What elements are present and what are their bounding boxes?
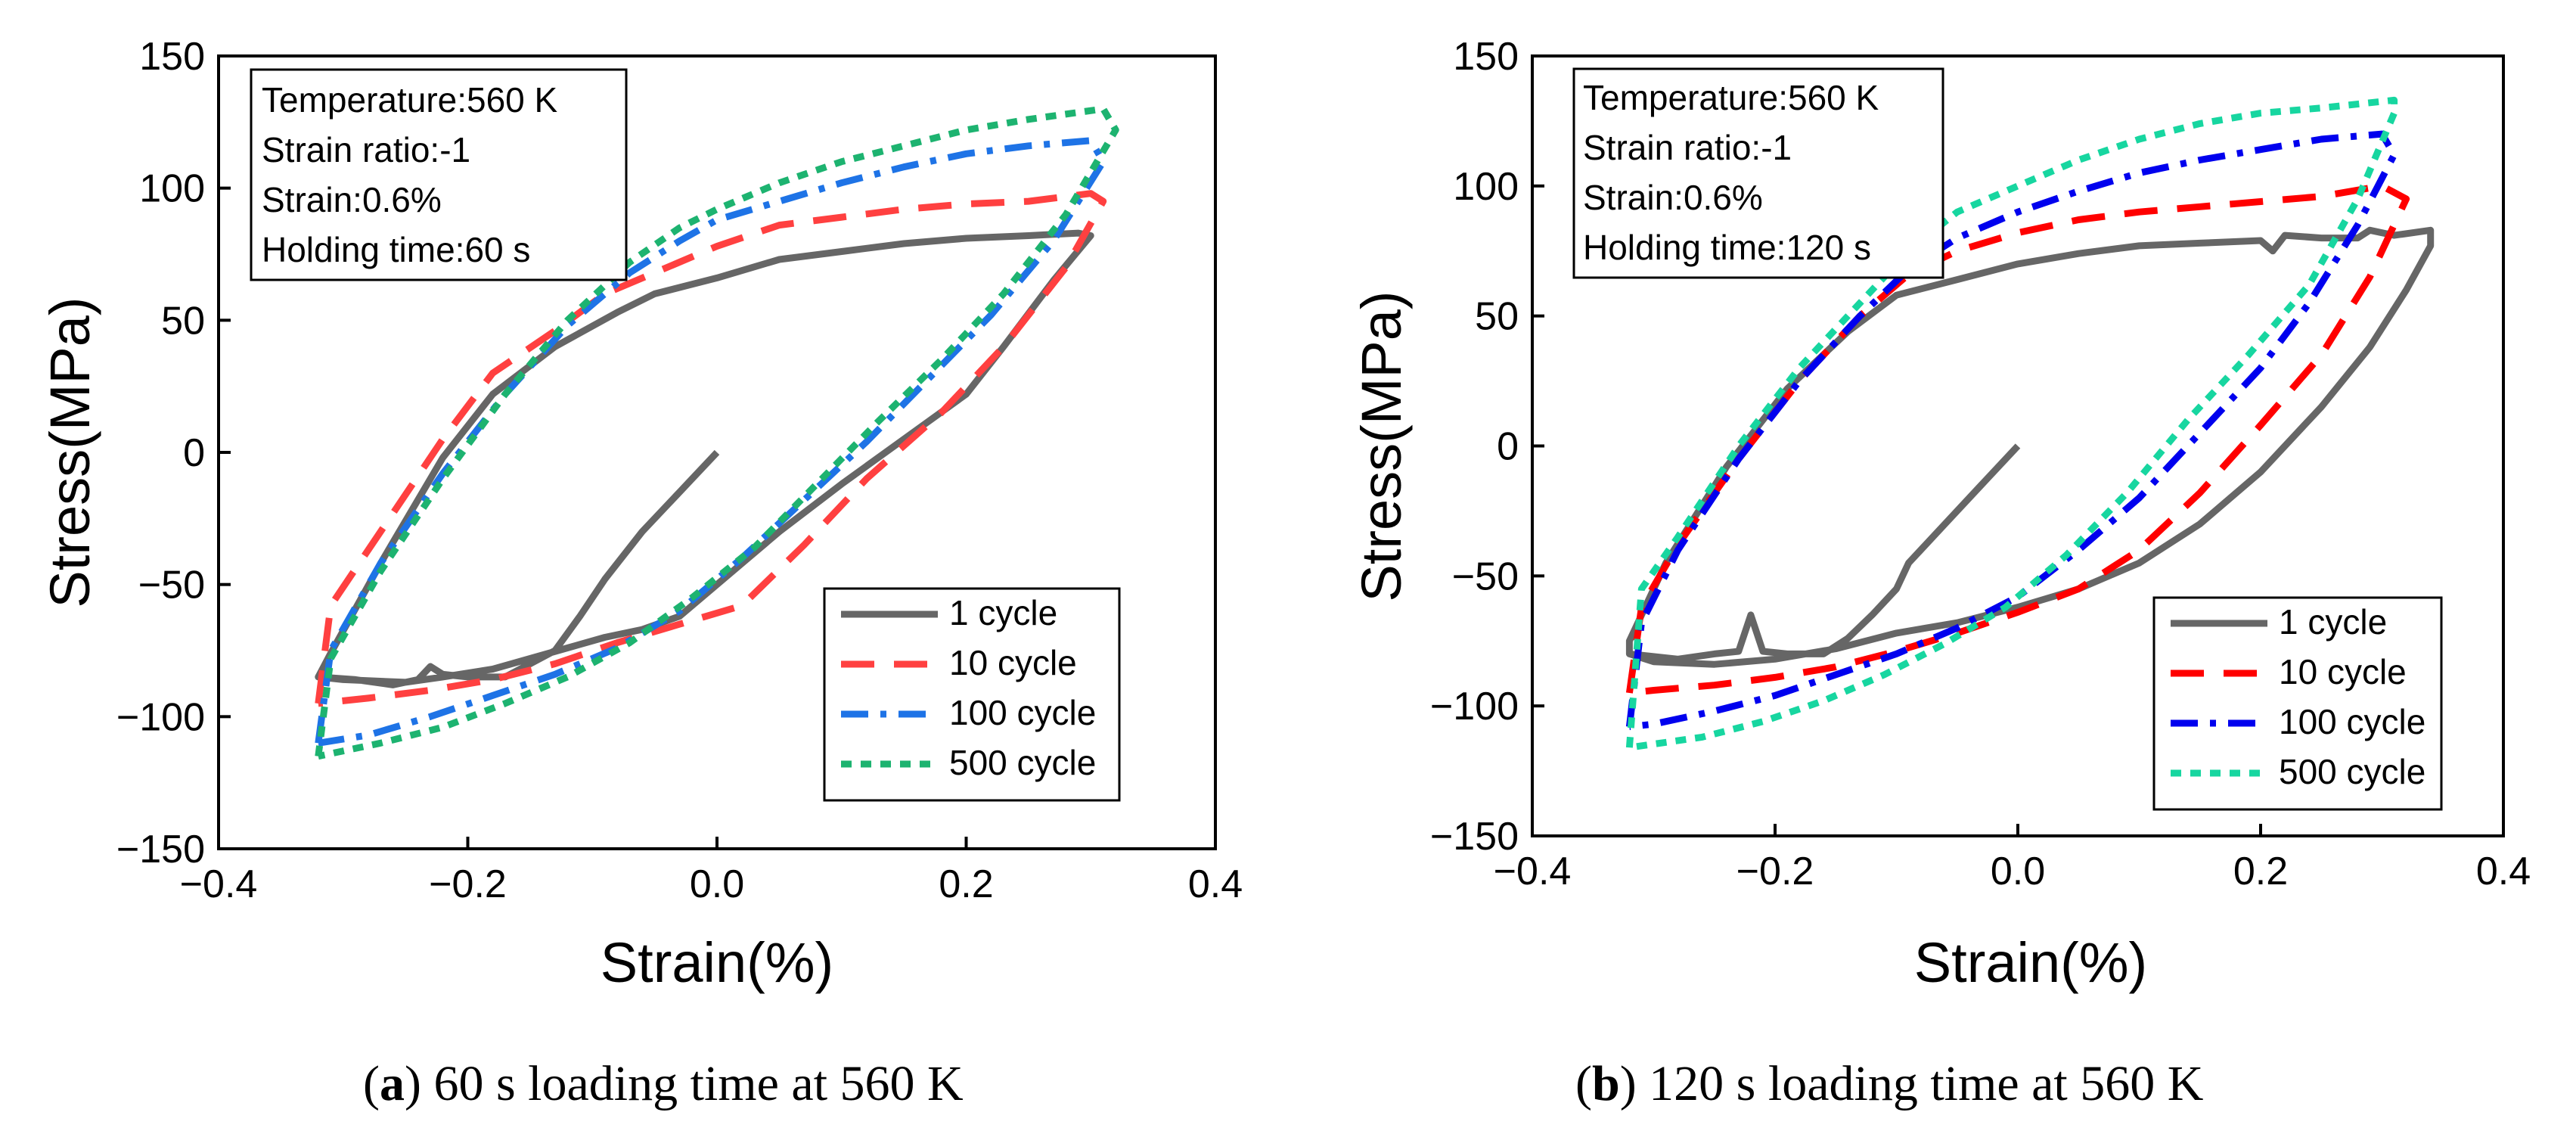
y-tick-label: 100	[139, 167, 205, 211]
chart-series-group	[315, 105, 1119, 760]
legend-frame	[2152, 596, 2443, 811]
y-axis-title: Stress(MPa)	[39, 297, 101, 607]
series-line-1-cycle	[315, 229, 1094, 688]
caption-label: b	[1591, 1056, 1620, 1111]
legend-label: 10 cycle	[2279, 652, 2407, 691]
y-tick-label: 150	[1453, 35, 1519, 79]
x-tick-label: 0.4	[2476, 850, 2531, 893]
y-tick-label: 50	[1475, 295, 1519, 339]
y-tick-label: −50	[138, 564, 205, 607]
x-tick-label: 0.0	[690, 862, 744, 906]
caption-text: ) 60 s loading time at 560 K	[404, 1056, 964, 1111]
x-tick-label: −0.2	[1736, 850, 1814, 893]
chart-panel-b: −0.4 −0.2 0.0 0.2 0.4 −150 −100 −50 0 50 100 150 St…	[1350, 35, 2531, 994]
x-tick-label: 0.0	[1991, 850, 2045, 893]
annotation-temperature: Temperature:560 K	[1583, 78, 1879, 117]
y-tick-label: 100	[1453, 165, 1519, 209]
annotation-holding-time: Holding time:60 s	[262, 230, 530, 269]
legend-label: 1 cycle	[2279, 602, 2387, 642]
x-axis-title: Strain(%)	[1914, 931, 2147, 994]
x-tick-label: −0.4	[1494, 850, 1572, 893]
annotation-strain: Strain:0.6%	[1583, 178, 1763, 217]
legend-label: 1 cycle	[949, 593, 1057, 632]
legend-label: 10 cycle	[949, 643, 1077, 682]
series-line-1-cycle	[1625, 226, 2435, 668]
chart-series-group	[1625, 96, 2435, 751]
annotation-temperature: Temperature:560 K	[262, 80, 558, 120]
x-axis-title: Strain(%)	[601, 931, 833, 994]
series-line-10-cycle	[315, 190, 1107, 707]
legend-frame	[823, 587, 1121, 802]
annotation-strain-ratio: Strain ratio:-1	[262, 130, 470, 169]
axis-ticks: −0.4 −0.2 0.0 0.2 0.4 −150 −100 −50 0 50 100 150	[1430, 35, 2531, 893]
annotation-strain-ratio: Strain ratio:-1	[1583, 128, 1792, 167]
y-tick-label: −50	[1452, 555, 1519, 598]
series-line-100-cycle	[1625, 130, 2398, 731]
annotation-holding-time: Holding time:120 s	[1583, 228, 1871, 267]
caption-b: (b) 120 s loading time at 560 K	[1575, 1056, 2204, 1111]
y-tick-label: −100	[116, 695, 205, 739]
series-line-500-cycle	[1625, 96, 2398, 751]
y-tick-label: −100	[1430, 685, 1519, 728]
x-tick-label: 0.4	[1188, 862, 1243, 906]
legend-label: 100 cycle	[949, 693, 1096, 732]
legend: 1 cycle 10 cycle 100 cycle 500 cycle	[823, 587, 1121, 802]
caption-text: ) 120 s loading time at 560 K	[1619, 1056, 2204, 1111]
annotation-frame	[250, 68, 628, 281]
y-tick-label: 150	[139, 35, 205, 79]
annotation-box: Temperature:560 K Strain ratio:-1 Strain…	[1572, 67, 1944, 279]
y-tick-label: 0	[1497, 425, 1519, 469]
series-line-500-cycle	[315, 105, 1119, 760]
legend-label: 500 cycle	[949, 743, 1096, 782]
annotation-box: Temperature:560 K Strain ratio:-1 Strain…	[250, 68, 628, 281]
chart-panel-a: −0.4 −0.2 0.0 0.2 0.4 −150 −100 −50 0 50 100 150 St…	[39, 35, 1243, 994]
legend-label: 100 cycle	[2279, 702, 2425, 741]
annotation-strain: Strain:0.6%	[262, 180, 442, 219]
y-tick-label: −150	[1430, 815, 1519, 859]
legend: 1 cycle 10 cycle 100 cycle 500 cycle	[2152, 596, 2443, 811]
x-tick-label: −0.4	[180, 862, 258, 906]
y-axis-title: Stress(MPa)	[1350, 290, 1413, 601]
x-tick-label: 0.2	[2233, 850, 2288, 893]
y-tick-label: −150	[116, 828, 205, 871]
axis-ticks: −0.4 −0.2 0.0 0.2 0.4 −150 −100 −50 0 50 100 150	[116, 35, 1243, 906]
y-tick-label: 0	[183, 431, 205, 475]
caption-a: (a) 60 s loading time at 560 K	[363, 1056, 964, 1111]
x-tick-label: 0.2	[939, 862, 993, 906]
legend-label: 500 cycle	[2279, 752, 2425, 791]
x-tick-label: −0.2	[429, 862, 507, 906]
caption-label: a	[379, 1056, 405, 1111]
y-tick-label: 50	[161, 299, 205, 343]
annotation-frame	[1572, 67, 1944, 279]
